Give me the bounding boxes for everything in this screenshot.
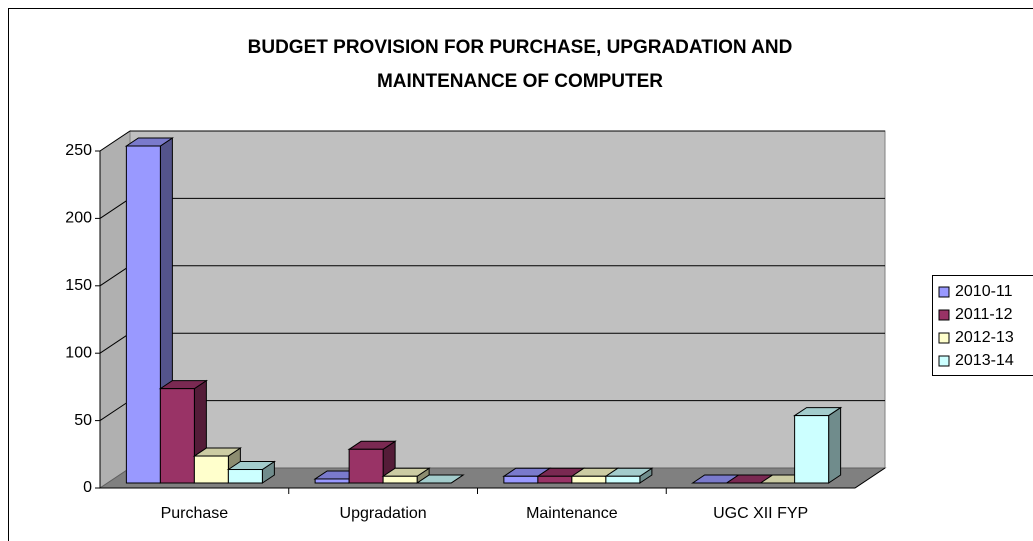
legend-swatch	[938, 355, 950, 367]
bar-front	[227, 469, 263, 484]
grid-line	[99, 332, 131, 354]
bar-front	[314, 478, 350, 484]
legend-label: 2011-12	[955, 306, 1013, 323]
chart-title: BUDGET PROVISION FOR PURCHASE, UPGRADATI…	[248, 37, 793, 58]
bar	[226, 460, 277, 484]
bar	[415, 474, 465, 484]
legend-label: 2013-14	[955, 352, 1014, 369]
y-tick-label: 150	[65, 277, 92, 294]
bar-front	[605, 475, 641, 484]
y-tick-label: 0	[83, 479, 92, 496]
bar	[604, 467, 654, 484]
x-tick-label: UGC XII FYP	[713, 505, 808, 522]
y-tick-label: 200	[65, 210, 92, 227]
y-tick-label: 100	[65, 344, 92, 361]
side-wall	[99, 130, 131, 489]
grid-line	[99, 400, 131, 422]
bar-front	[794, 415, 830, 484]
bar-front	[125, 145, 161, 484]
legend-swatch	[938, 309, 950, 321]
grid-line	[99, 265, 131, 287]
x-axis	[854, 467, 886, 489]
y-tick-label: 50	[74, 412, 92, 429]
bar-top	[415, 474, 465, 484]
bar	[347, 440, 397, 484]
legend-label: 2010-11	[955, 283, 1013, 300]
y-tick-label: 250	[65, 142, 92, 159]
grid-line	[99, 130, 131, 152]
bar-front	[571, 475, 607, 484]
chart-title: MAINTENANCE OF COMPUTER	[377, 71, 663, 92]
bar-side	[828, 406, 842, 484]
bar-front	[503, 475, 539, 484]
legend-swatch	[938, 286, 950, 298]
bar	[792, 406, 843, 484]
bar-front	[348, 448, 384, 484]
grid-line	[99, 197, 131, 219]
bar-front	[193, 455, 229, 484]
bar-front	[537, 475, 573, 484]
legend-swatch	[938, 332, 950, 344]
back-wall	[129, 130, 886, 469]
bar-front	[382, 475, 418, 484]
x-tick-label: Purchase	[161, 505, 229, 522]
bar-front	[159, 388, 195, 484]
x-tick-label: Maintenance	[526, 505, 618, 522]
bar	[381, 467, 431, 484]
legend-label: 2012-13	[955, 329, 1014, 346]
x-tick-label: Upgradation	[340, 505, 427, 522]
